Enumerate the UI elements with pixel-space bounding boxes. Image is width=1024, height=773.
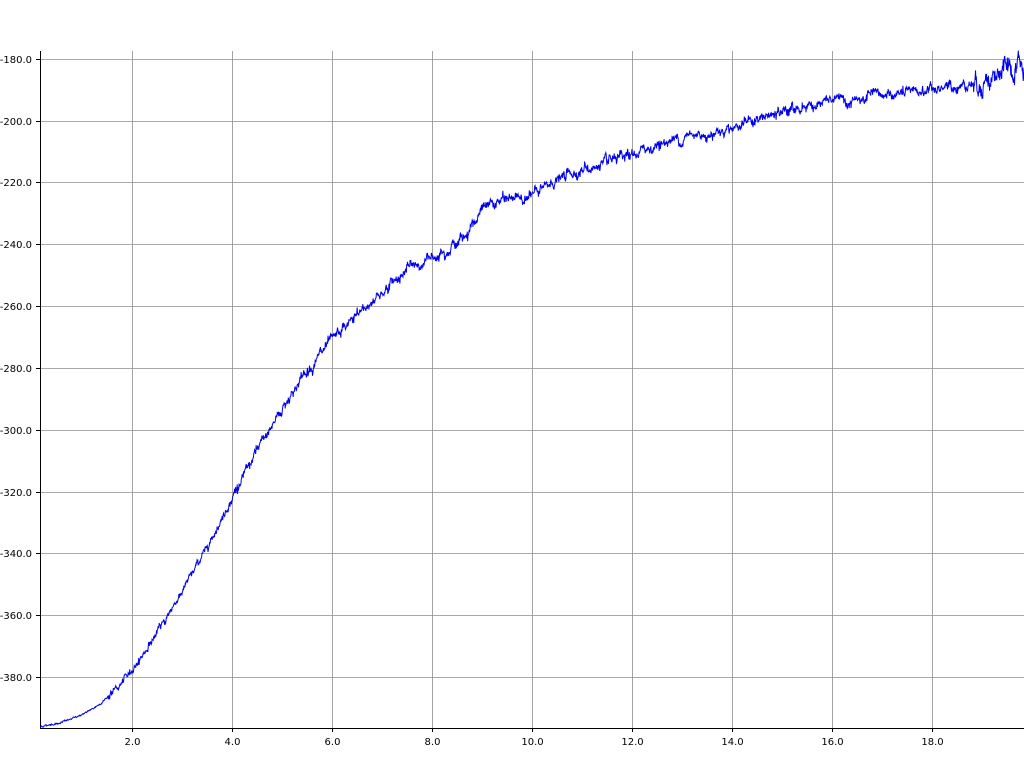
y-tick-label: -360.0 — [0, 611, 32, 622]
x-tick-label: 18.0 — [921, 737, 943, 748]
y-tick-label: -320.0 — [0, 488, 32, 499]
y-tick-label: -200.0 — [0, 117, 32, 128]
x-tick-label: 14.0 — [721, 737, 743, 748]
axes — [36, 51, 1024, 732]
tick-labels: 2.0 4.0 6.0 8.0 10.0 12.0 14.0 16.0 18.0 -180.0 -2… — [0, 55, 944, 748]
y-tick-label: -180.0 — [0, 55, 32, 66]
y-tick-label: -220.0 — [0, 178, 32, 189]
y-tick-label: -380.0 — [0, 673, 32, 684]
x-tick-label: 2.0 — [125, 737, 141, 748]
x-tick-label: 16.0 — [821, 737, 843, 748]
x-tick-label: 6.0 — [325, 737, 341, 748]
x-tick-label: 4.0 — [225, 737, 241, 748]
y-tick-label: -240.0 — [0, 240, 32, 251]
grid-lines — [40, 51, 1024, 728]
y-tick-label: -340.0 — [0, 549, 32, 560]
y-tick-label: -280.0 — [0, 364, 32, 375]
x-tick-label: 10.0 — [521, 737, 543, 748]
x-tick-label: 8.0 — [425, 737, 441, 748]
x-tick-label: 12.0 — [621, 737, 643, 748]
y-tick-label: -260.0 — [0, 302, 32, 313]
series-lines — [39, 50, 1024, 729]
y-tick-label: -300.0 — [0, 426, 32, 437]
series-line-0 — [39, 50, 1024, 729]
